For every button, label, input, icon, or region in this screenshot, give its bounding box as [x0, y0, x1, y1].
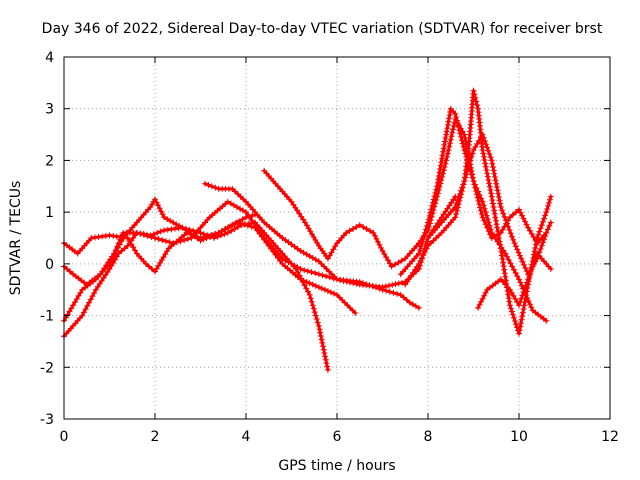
x-tick-label: 12	[601, 429, 619, 445]
x-tick-labels: 0 2 4 6 8 10 12	[60, 429, 619, 445]
y-tick-label: 0	[45, 257, 54, 273]
series-s10	[475, 250, 554, 311]
series-line	[403, 89, 553, 336]
data-series	[61, 87, 554, 373]
x-tick-label: 6	[333, 429, 342, 445]
chart-title: Day 346 of 2022, Sidereal Day-to-day VTE…	[42, 21, 603, 37]
series-s7	[397, 105, 550, 278]
x-tick-label: 0	[60, 429, 69, 445]
y-axis-label: SDTVAR / TECUs	[8, 181, 24, 296]
y-tick-labels: -3 -2 -1 0 1 2 3 4	[40, 50, 54, 428]
y-tick-label: 1	[45, 205, 54, 221]
y-tick-label: -2	[40, 360, 54, 376]
series-s6	[261, 116, 550, 324]
x-tick-label: 8	[424, 429, 433, 445]
x-tick-label: 2	[151, 429, 160, 445]
series-markers	[261, 116, 550, 324]
series-line	[62, 200, 421, 338]
series-markers	[402, 87, 554, 337]
series-markers	[202, 180, 459, 291]
y-tick-label: 3	[45, 102, 54, 118]
y-tick-label: -1	[40, 309, 54, 325]
series-s5	[202, 180, 459, 291]
series-markers	[397, 105, 550, 278]
y-tick-label: -3	[40, 412, 54, 428]
axis-ticks	[63, 56, 611, 420]
series-line	[476, 252, 553, 310]
grid-lines	[64, 57, 610, 419]
x-tick-label: 4	[242, 429, 251, 445]
x-axis-label: GPS time / hours	[278, 458, 395, 474]
series-s1	[61, 211, 259, 275]
series-markers	[475, 250, 554, 311]
x-tick-label: 10	[510, 429, 528, 445]
y-tick-label: 4	[45, 50, 54, 66]
y-tick-label: 2	[45, 153, 54, 169]
